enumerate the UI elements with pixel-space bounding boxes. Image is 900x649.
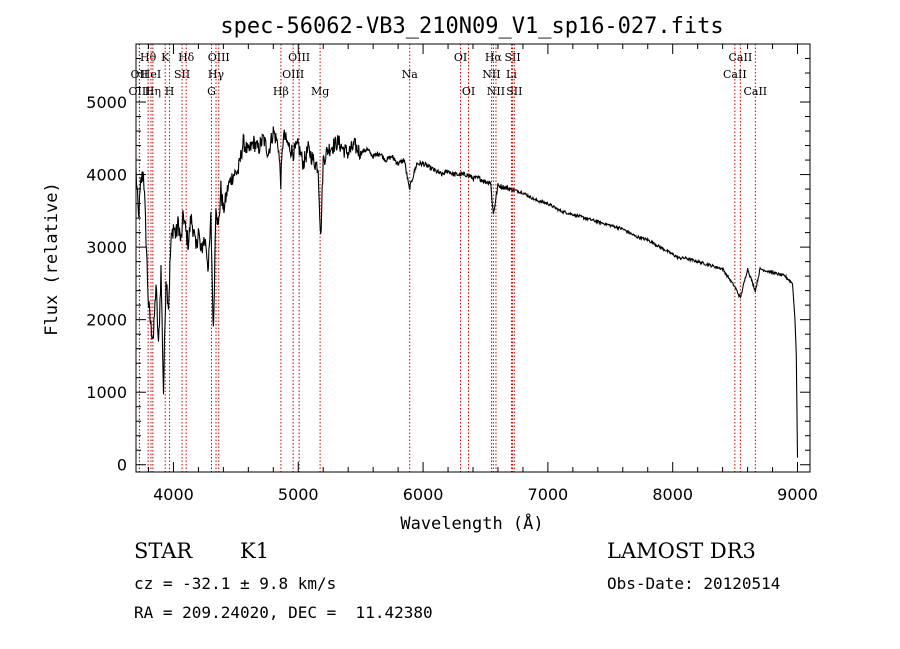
y-tick-label: 4000 [86,166,127,185]
y-axis: 0 1000 2000 3000 4000 5000 [86,58,810,475]
line-label: Na [402,68,419,81]
line-label: OI [462,85,475,98]
x-axis-label: Wavelength (Å) [400,512,543,534]
spectral-line-markers: Hθ OII OIII HeI Hη K SII H Hδ OIII Hγ G OIII OIII Hβ Mg… [128,44,767,472]
line-label: H [165,85,175,98]
x-tick-label: 6000 [403,485,444,504]
line-label: CaII [723,68,747,81]
x-axis: 4000 5000 6000 7000 8000 9000 [147,44,818,504]
line-label: NII [482,68,500,81]
line-label: Hα [485,51,503,64]
line-label: SII [504,51,520,64]
line-label: SII [174,68,190,81]
line-label: Hη [145,85,161,98]
line-label: K [161,51,170,64]
line-label: CaII [729,51,753,64]
y-tick-label: 1000 [86,383,127,402]
x-tick-label: 9000 [777,485,818,504]
line-label: OIII [282,68,304,81]
survey-label: LAMOST DR3 [607,539,756,563]
y-tick-label: 3000 [86,238,127,257]
y-tick-label: 2000 [86,311,127,330]
plot-frame [135,43,811,473]
line-label: Hβ [273,85,289,98]
x-tick-label: 7000 [528,485,569,504]
y-axis-label: Flux (relative) [42,182,62,336]
line-label: OII [131,68,149,81]
subclass-label: K1 [240,539,270,563]
y-tick-label: 5000 [86,93,127,112]
chart-title: spec-56062-VB3_210N09_V1_sp16-027.fits [220,14,723,39]
line-label: OIII [288,51,310,64]
line-label: G [207,85,216,98]
x-tick-label: 4000 [153,485,194,504]
x-tick-label: 5000 [278,485,319,504]
x-tick-label: 8000 [652,485,693,504]
line-label: OI [454,51,467,64]
obs-date-text: Obs-Date: 20120514 [607,574,781,593]
line-label: Li [506,68,517,81]
line-label: Hγ [208,68,225,81]
class-label: STAR [134,539,193,563]
line-label: HeI [141,68,161,81]
spectrum-line [135,126,799,458]
y-tick-label: 0 [117,456,127,475]
line-label: Hδ [178,51,195,64]
line-label: OIII [208,51,230,64]
line-label: Hθ [140,51,157,64]
line-label: Mg [311,85,329,98]
line-label: NII [487,85,505,98]
coords-text: RA = 209.24020, DEC = 11.42380 [134,603,433,622]
line-label: CaII [743,85,767,98]
line-label: SII [506,85,522,98]
redshift-text: cz = -32.1 ± 9.8 km/s [134,574,337,593]
line-label: OIII [128,85,150,98]
